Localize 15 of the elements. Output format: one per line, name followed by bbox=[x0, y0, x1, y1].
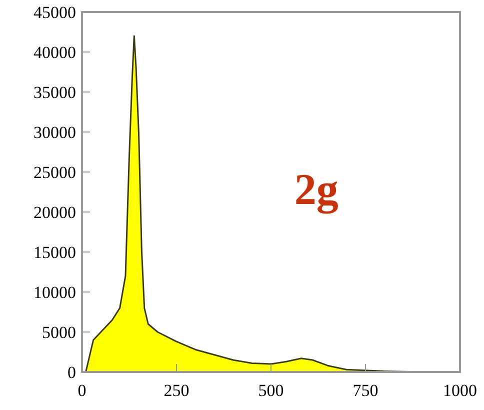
y-tick-label: 30000 bbox=[34, 122, 76, 142]
y-tick-label: 35000 bbox=[34, 82, 76, 102]
annotation: 2g bbox=[294, 165, 338, 214]
x-tick-label: 750 bbox=[352, 381, 378, 400]
y-tick-label: 15000 bbox=[34, 242, 76, 262]
y-tick-label: 40000 bbox=[34, 42, 76, 62]
x-tick-label: 250 bbox=[164, 381, 190, 400]
y-tick-label: 0 bbox=[68, 362, 76, 382]
x-tick-label: 1000 bbox=[443, 381, 477, 400]
y-tick-label: 25000 bbox=[34, 162, 76, 182]
y-tick-label: 45000 bbox=[34, 2, 76, 22]
y-tick-label: 20000 bbox=[34, 202, 76, 222]
y-tick-label: 5000 bbox=[42, 322, 76, 342]
x-tick-label: 500 bbox=[258, 381, 284, 400]
y-tick-label: 10000 bbox=[34, 282, 76, 302]
